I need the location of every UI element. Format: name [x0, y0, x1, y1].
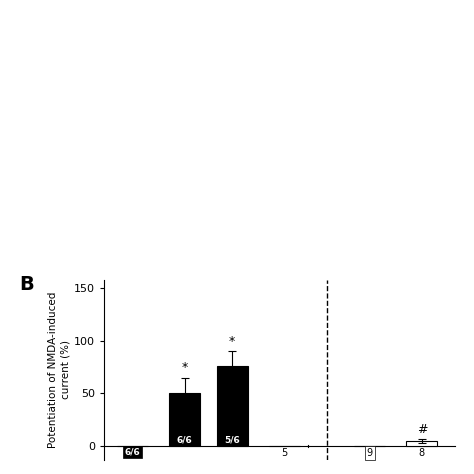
Y-axis label: Potentiation of NMDA-induced
current (%): Potentiation of NMDA-induced current (%) [48, 292, 70, 448]
Bar [169, 393, 200, 446]
Text: 8: 8 [419, 447, 425, 458]
Text: 9: 9 [367, 447, 373, 458]
Bar [217, 366, 247, 446]
Text: 6/6: 6/6 [125, 447, 141, 456]
Bar [406, 441, 437, 446]
Text: #: # [417, 422, 427, 436]
Text: B: B [19, 275, 34, 294]
Text: 6/6: 6/6 [177, 436, 193, 445]
Text: 5/6: 5/6 [224, 436, 240, 445]
Text: *: * [229, 335, 236, 348]
Text: 5: 5 [281, 447, 288, 458]
Text: *: * [182, 362, 188, 374]
